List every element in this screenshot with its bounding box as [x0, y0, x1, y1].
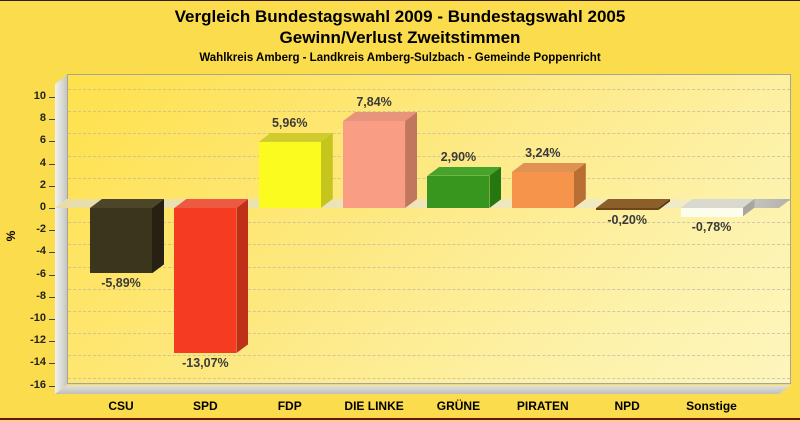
value-label-csu: -5,89% — [101, 276, 141, 291]
y-tick-label--12: -12 — [30, 334, 46, 347]
value-label-die-linke: 7,84% — [356, 94, 392, 109]
bar-die-linke-front — [343, 120, 406, 208]
gridline--8 — [68, 288, 790, 290]
gridline--12 — [68, 333, 790, 335]
y-tick-label--4: -4 — [36, 245, 46, 258]
y-tick-label-2: 2 — [39, 178, 46, 191]
y-tick-label--6: -6 — [36, 267, 46, 280]
value-label-piraten: 3,24% — [525, 146, 561, 161]
y-tick-label--2: -2 — [36, 223, 46, 236]
y-tick-mark-6 — [49, 141, 55, 143]
bar-gr-ne-top — [427, 166, 502, 176]
y-tick-mark--8 — [49, 296, 55, 298]
gridline--4 — [68, 244, 790, 246]
x-label-npd: NPD — [614, 399, 640, 413]
y-tick-label--10: -10 — [30, 312, 46, 324]
y-tick-label--8: -8 — [36, 289, 46, 302]
y-tick-label--14: -14 — [30, 356, 46, 369]
y-tick-mark--14 — [49, 363, 55, 365]
value-label-fdp: 5,96% — [271, 115, 308, 130]
x-label-csu: CSU — [108, 399, 134, 413]
zero-plane-right-cap — [748, 199, 791, 208]
chart-title-line1: Vergleich Bundestagswahl 2009 - Bundesta… — [174, 7, 626, 26]
y-tick-mark-0 — [49, 208, 55, 209]
bar-npd-front — [596, 208, 659, 211]
x-label-spd: SPD — [193, 399, 218, 413]
gridline--14 — [68, 355, 790, 357]
y-tick-mark--6 — [49, 274, 55, 276]
x-label-die-linke: DIE LINKE — [344, 399, 404, 413]
y-tick-mark-2 — [49, 185, 55, 187]
bar-fdp-side — [320, 132, 333, 208]
value-label-npd: -0,20% — [607, 213, 647, 228]
bar-npd-top — [596, 199, 671, 208]
chart-header: Vergleich Bundestagswahl 2009 - Bundesta… — [0, 6, 800, 64]
gridline-8 — [68, 111, 790, 113]
chart-subtitle: Wahlkreis Amberg - Landkreis Amberg-Sulz… — [199, 52, 601, 64]
bar-piraten-top — [511, 163, 586, 173]
y-tick-label-10: 10 — [33, 90, 46, 102]
y-tick-mark--2 — [49, 230, 55, 232]
value-label-gr-ne: 2,90% — [440, 149, 477, 164]
bar-sonstige-front — [680, 208, 743, 217]
x-label-sonstige: Sonstige — [686, 399, 737, 413]
floor-3d — [55, 385, 791, 394]
y-tick-mark--16 — [49, 385, 55, 387]
y-tick-label-6: 6 — [39, 134, 46, 147]
bar-fdp-top — [258, 132, 333, 142]
y-tick-label-0: 0 — [39, 201, 46, 213]
bar-spd-side — [236, 199, 249, 354]
y-tick-label-4: 4 — [39, 156, 46, 169]
bar-npd-side — [658, 199, 671, 211]
bar-sonstige-top — [680, 199, 755, 208]
gridline-10 — [68, 89, 790, 90]
bar-fdp-front — [258, 141, 321, 208]
gridline--10 — [68, 311, 790, 312]
y-tick-mark--12 — [49, 341, 55, 343]
bar-csu-side — [152, 199, 164, 274]
bar-spd-front — [174, 208, 237, 354]
y-tick-mark--4 — [49, 252, 55, 254]
y-tick-mark--10 — [49, 319, 55, 320]
zero-plane — [55, 199, 791, 208]
bar-csu-top — [90, 199, 164, 208]
y-tick-label--16: -16 — [30, 378, 46, 391]
gridline-6 — [68, 133, 790, 135]
bar-piraten-side — [573, 163, 586, 208]
y-tick-label-8: 8 — [39, 112, 46, 125]
x-label-gr-ne: GRÜNE — [436, 399, 481, 413]
left-wall-3d — [55, 75, 67, 394]
bar-gr-ne-side — [489, 166, 502, 208]
gridline-4 — [68, 155, 790, 157]
bar-die-linke-top — [343, 111, 418, 121]
bar-csu-front — [90, 208, 152, 274]
x-label-fdp: FDP — [277, 399, 302, 413]
y-tick-mark-8 — [49, 119, 55, 121]
bar-spd-top — [174, 199, 249, 208]
bar-piraten-front — [511, 172, 574, 208]
gridline--16 — [68, 377, 790, 379]
gridline--6 — [68, 266, 790, 268]
y-tick-mark-10 — [49, 97, 55, 98]
value-label-spd: -13,07% — [182, 356, 229, 371]
gridline--2 — [68, 222, 790, 224]
value-label-sonstige: -0,78% — [691, 219, 732, 234]
bar-gr-ne-front — [427, 175, 490, 208]
y-tick-mark-4 — [49, 163, 55, 165]
bar-die-linke-side — [405, 111, 418, 208]
x-label-piraten: PIRATEN — [516, 399, 569, 413]
chart-title-line2: Gewinn/Verlust Zweitstimmen — [279, 28, 521, 47]
